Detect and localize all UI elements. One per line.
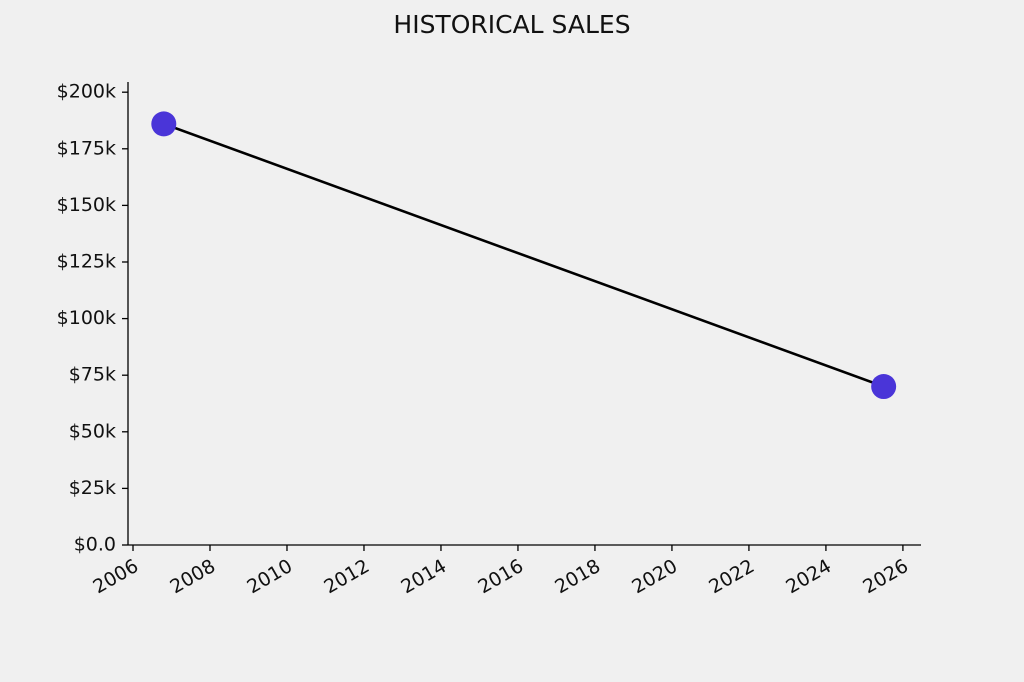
x-tick-label: 2012 <box>320 555 373 598</box>
x-tick-label: 2016 <box>474 555 527 598</box>
y-tick-label: $175k <box>57 137 116 159</box>
chart-title: HISTORICAL SALES <box>393 10 630 39</box>
x-tick-label: 2024 <box>782 555 835 598</box>
y-tick-label: $125k <box>57 250 116 272</box>
x-tick-label: 2006 <box>89 555 142 598</box>
x-tick-label: 2018 <box>551 555 604 598</box>
marker <box>871 374 897 400</box>
x-tick-label: 2020 <box>628 555 681 598</box>
x-tick-label: 2026 <box>859 555 912 598</box>
line <box>163 122 885 388</box>
y-tick-label: $200k <box>57 81 116 103</box>
x-tick-label: 2008 <box>166 555 219 598</box>
y-tick-label: $50k <box>69 420 116 442</box>
x-tick-label: 2010 <box>243 555 296 598</box>
y-tick-label: $150k <box>57 194 116 216</box>
x-tick-label: 2014 <box>397 555 450 598</box>
x-tick-label: 2022 <box>705 555 758 598</box>
y-tick-label: $75k <box>69 364 116 386</box>
y-tick-label: $25k <box>69 477 116 499</box>
marker <box>151 111 177 137</box>
y-tick-label: $0.0 <box>74 534 116 556</box>
y-tick-label: $100k <box>57 307 116 329</box>
